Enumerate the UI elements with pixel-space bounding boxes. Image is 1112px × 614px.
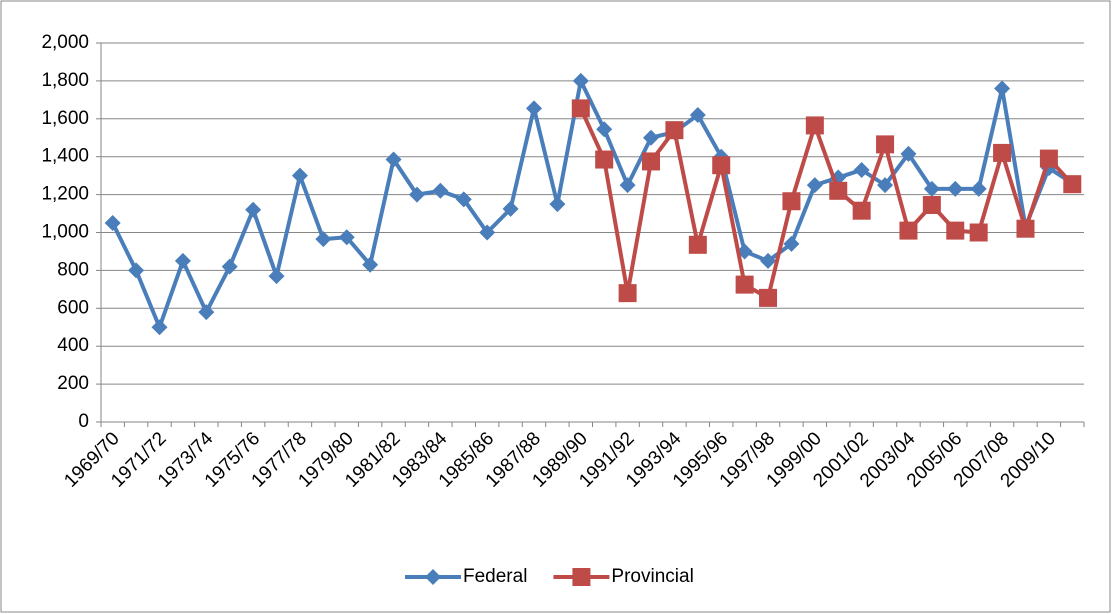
- point: [689, 107, 706, 124]
- point: [946, 221, 965, 240]
- point: [665, 121, 684, 140]
- point: [922, 196, 941, 215]
- point: [852, 201, 871, 220]
- point: [385, 151, 402, 168]
- point: [128, 262, 145, 279]
- legend-label: Provincial: [611, 566, 693, 587]
- point: [174, 252, 191, 269]
- point: [900, 145, 917, 162]
- point: [595, 150, 614, 169]
- y-tick-label: 1,200: [41, 184, 89, 205]
- y-tick-label: 1,600: [41, 108, 89, 129]
- point: [899, 221, 918, 240]
- y-tick-label: 1,800: [41, 70, 89, 91]
- point: [876, 135, 895, 154]
- point: [759, 288, 778, 307]
- point: [315, 231, 332, 248]
- point: [104, 215, 121, 232]
- point: [408, 186, 425, 203]
- point: [923, 180, 940, 197]
- point: [969, 223, 988, 242]
- point: [735, 275, 754, 294]
- point: [455, 191, 472, 208]
- point: [291, 167, 308, 184]
- point: [151, 319, 168, 336]
- point: [198, 304, 215, 321]
- y-tick-label: 0: [78, 411, 89, 432]
- point: [783, 235, 800, 252]
- point: [362, 256, 379, 273]
- point: [525, 100, 542, 117]
- point: [853, 161, 870, 178]
- point: [877, 177, 894, 194]
- point: [805, 116, 824, 135]
- point: [1016, 219, 1035, 238]
- y-tick-label: 600: [57, 297, 89, 318]
- point: [618, 284, 637, 303]
- y-tick-label: 800: [57, 259, 89, 280]
- point: [268, 268, 285, 285]
- y-tick-label: 2,000: [41, 32, 89, 53]
- legend-marker: [572, 568, 591, 586]
- series-line: [578, 107, 1074, 300]
- point: [829, 181, 848, 200]
- point: [1063, 175, 1082, 194]
- legend-marker: [425, 569, 441, 585]
- point: [432, 182, 449, 199]
- point: [970, 180, 987, 197]
- point: [1039, 149, 1058, 168]
- y-tick-label: 1,400: [41, 146, 89, 167]
- y-tick-label: 200: [57, 373, 89, 394]
- point: [642, 152, 661, 171]
- point: [479, 224, 496, 241]
- y-tick-label: 400: [57, 335, 89, 356]
- point: [782, 192, 801, 211]
- point: [596, 121, 613, 138]
- point: [502, 200, 519, 217]
- point: [993, 143, 1012, 162]
- point: [571, 99, 590, 118]
- point: [549, 196, 566, 213]
- y-tick-label: 1,000: [41, 222, 89, 243]
- point: [338, 229, 355, 246]
- point: [947, 180, 964, 197]
- series-line: [110, 78, 1074, 330]
- point: [245, 201, 262, 218]
- point: [712, 156, 731, 175]
- point: [221, 258, 238, 275]
- point: [643, 129, 660, 146]
- point: [806, 177, 823, 194]
- point: [736, 243, 753, 260]
- legend-label: Federal: [463, 566, 527, 587]
- point: [760, 252, 777, 269]
- point: [688, 235, 707, 254]
- point: [619, 177, 636, 194]
- point: [994, 80, 1011, 97]
- point: [572, 72, 589, 89]
